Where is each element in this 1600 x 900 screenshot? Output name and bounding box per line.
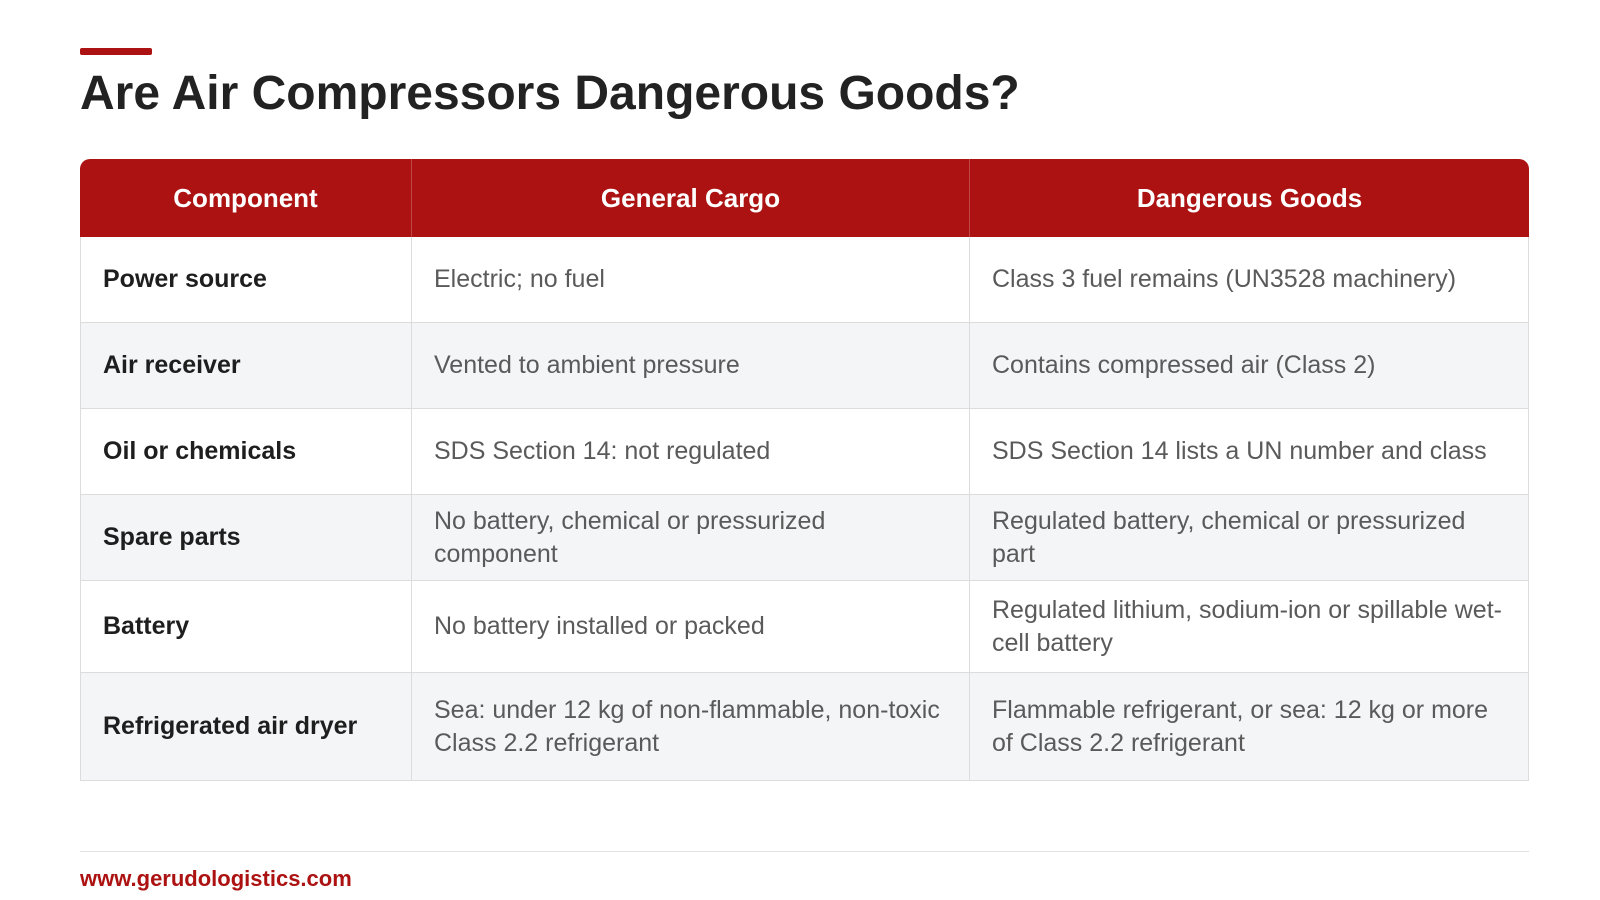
dangerous-goods-cell: Contains compressed air (Class 2) bbox=[970, 323, 1529, 409]
page-title: Are Air Compressors Dangerous Goods? bbox=[80, 67, 1020, 120]
general-cargo-cell: SDS Section 14: not regulated bbox=[412, 409, 970, 495]
column-header-general-cargo: General Cargo bbox=[412, 159, 970, 237]
table-row: Battery No battery installed or packed R… bbox=[80, 581, 1529, 673]
component-cell: Refrigerated air dryer bbox=[80, 673, 412, 781]
footer-divider bbox=[80, 851, 1529, 852]
general-cargo-cell: Electric; no fuel bbox=[412, 237, 970, 323]
general-cargo-cell: No battery installed or packed bbox=[412, 581, 970, 673]
title-accent-bar bbox=[80, 48, 152, 55]
dangerous-goods-cell: Regulated battery, chemical or pressuriz… bbox=[970, 495, 1529, 581]
table-row: Power source Electric; no fuel Class 3 f… bbox=[80, 237, 1529, 323]
table-row: Spare parts No battery, chemical or pres… bbox=[80, 495, 1529, 581]
comparison-table: Component General Cargo Dangerous Goods … bbox=[80, 159, 1529, 781]
table-row: Refrigerated air dryer Sea: under 12 kg … bbox=[80, 673, 1529, 781]
general-cargo-cell: Sea: under 12 kg of non-flammable, non-t… bbox=[412, 673, 970, 781]
website-link[interactable]: www.gerudologistics.com bbox=[80, 866, 352, 891]
column-header-dangerous-goods: Dangerous Goods bbox=[970, 159, 1529, 237]
component-cell: Air receiver bbox=[80, 323, 412, 409]
component-cell: Spare parts bbox=[80, 495, 412, 581]
dangerous-goods-cell: Flammable refrigerant, or sea: 12 kg or … bbox=[970, 673, 1529, 781]
dangerous-goods-cell: Regulated lithium, sodium-ion or spillab… bbox=[970, 581, 1529, 673]
component-cell: Battery bbox=[80, 581, 412, 673]
general-cargo-cell: No battery, chemical or pressurized comp… bbox=[412, 495, 970, 581]
component-cell: Power source bbox=[80, 237, 412, 323]
dangerous-goods-cell: SDS Section 14 lists a UN number and cla… bbox=[970, 409, 1529, 495]
column-header-component: Component bbox=[80, 159, 412, 237]
general-cargo-cell: Vented to ambient pressure bbox=[412, 323, 970, 409]
table-row: Oil or chemicals SDS Section 14: not reg… bbox=[80, 409, 1529, 495]
table-row: Air receiver Vented to ambient pressure … bbox=[80, 323, 1529, 409]
dangerous-goods-cell: Class 3 fuel remains (UN3528 machinery) bbox=[970, 237, 1529, 323]
component-cell: Oil or chemicals bbox=[80, 409, 412, 495]
table-header-row: Component General Cargo Dangerous Goods bbox=[80, 159, 1529, 237]
